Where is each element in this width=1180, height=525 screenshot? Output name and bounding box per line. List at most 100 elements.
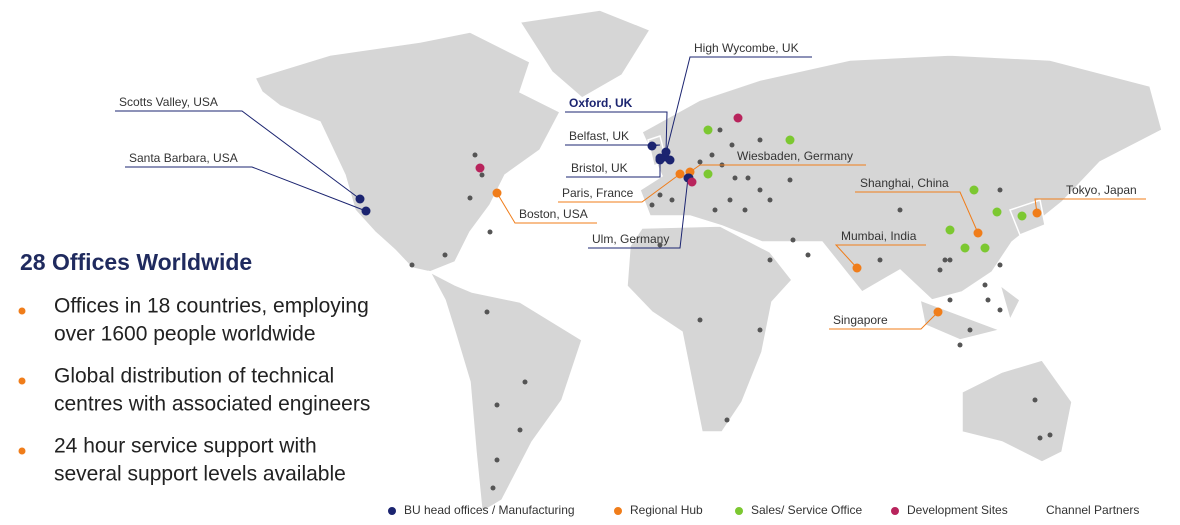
partner-dot bbox=[697, 159, 703, 165]
leader-line bbox=[566, 160, 661, 178]
bullet-text: centres with associated engineers bbox=[54, 393, 370, 416]
office-label: Wiesbaden, Germany bbox=[737, 149, 853, 163]
office-dot bbox=[655, 153, 665, 163]
leader-line bbox=[829, 311, 939, 330]
partner-dot bbox=[947, 257, 953, 263]
partner-dot bbox=[957, 342, 963, 348]
partner-dot bbox=[472, 152, 478, 158]
bullet-dot bbox=[18, 307, 26, 315]
partner-dot bbox=[487, 229, 493, 235]
partner-dot bbox=[877, 257, 883, 263]
office-dot bbox=[960, 243, 970, 253]
bullet-text: over 1600 people worldwide bbox=[54, 323, 316, 346]
bullet-text: several support levels available bbox=[54, 463, 346, 486]
office-label: Singapore bbox=[833, 313, 888, 327]
office-dot bbox=[675, 169, 685, 179]
partner-dot bbox=[729, 142, 735, 148]
office-label: Boston, USA bbox=[519, 207, 588, 221]
leader-line bbox=[558, 173, 681, 203]
partner-dot bbox=[967, 327, 973, 333]
office-dot bbox=[361, 206, 371, 216]
office-dot bbox=[785, 135, 795, 145]
office-dot bbox=[661, 147, 671, 157]
bullet-text: Global distribution of technical bbox=[54, 365, 334, 388]
partner-dot bbox=[490, 485, 496, 491]
office-dot bbox=[355, 194, 365, 204]
office-dot bbox=[992, 207, 1002, 217]
office-dot bbox=[980, 243, 990, 253]
office-label: Scotts Valley, USA bbox=[119, 95, 218, 109]
partner-dot bbox=[985, 297, 991, 303]
partner-dot bbox=[982, 282, 988, 288]
legend-dot bbox=[735, 507, 743, 515]
office-label: Ulm, Germany bbox=[592, 232, 669, 246]
office-dot bbox=[733, 113, 743, 123]
partner-dot bbox=[742, 207, 748, 213]
office-dot bbox=[703, 169, 713, 179]
partner-dot bbox=[669, 197, 675, 203]
office-label: Mumbai, India bbox=[841, 229, 917, 243]
office-dot bbox=[973, 228, 983, 238]
office-label: Tokyo, Japan bbox=[1066, 183, 1137, 197]
bullet-text: 24 hour service support with bbox=[54, 435, 317, 458]
partner-dot bbox=[787, 177, 793, 183]
office-dot bbox=[969, 185, 979, 195]
office-label: High Wycombe, UK bbox=[694, 41, 799, 55]
legend-dot bbox=[388, 507, 396, 515]
partner-dot bbox=[724, 417, 730, 423]
partner-dot bbox=[745, 175, 751, 181]
office-dot bbox=[945, 225, 955, 235]
leader-line bbox=[496, 192, 597, 224]
office-dot bbox=[492, 188, 502, 198]
office-dot bbox=[475, 163, 485, 173]
partner-dot bbox=[937, 267, 943, 273]
office-dot bbox=[703, 125, 713, 135]
leader-line bbox=[115, 110, 361, 200]
bullet-dot bbox=[18, 447, 26, 455]
partner-dot bbox=[442, 252, 448, 258]
partner-dot bbox=[897, 207, 903, 213]
leader-line bbox=[834, 244, 926, 269]
partner-dot bbox=[790, 237, 796, 243]
partner-dot bbox=[1037, 435, 1043, 441]
partner-dot bbox=[709, 152, 715, 158]
partner-dot bbox=[494, 457, 500, 463]
legend-dot bbox=[614, 507, 622, 515]
office-label: Shanghai, China bbox=[860, 176, 949, 190]
partner-dot bbox=[947, 297, 953, 303]
leader-line bbox=[855, 191, 979, 234]
partner-dot bbox=[484, 309, 490, 315]
partner-dot bbox=[997, 262, 1003, 268]
legend-label: Channel Partners bbox=[1046, 503, 1139, 517]
leader-line bbox=[588, 177, 689, 249]
partner-dot bbox=[757, 187, 763, 193]
leader-line bbox=[565, 144, 661, 147]
partner-dot bbox=[805, 252, 811, 258]
partner-dot bbox=[1047, 432, 1053, 438]
partner-dot bbox=[1032, 397, 1038, 403]
partner-dot bbox=[997, 187, 1003, 193]
partner-dot bbox=[657, 242, 663, 248]
legend-label: Sales/ Service Office bbox=[751, 503, 862, 517]
partner-dot bbox=[717, 127, 723, 133]
office-label: Oxford, UK bbox=[569, 96, 633, 110]
partner-dot bbox=[697, 317, 703, 323]
bullet-dot bbox=[18, 377, 26, 385]
partner-dot bbox=[712, 207, 718, 213]
legend-label: BU head offices / Manufacturing bbox=[404, 503, 575, 517]
partner-dot bbox=[757, 327, 763, 333]
world-map bbox=[253, 9, 1163, 514]
partner-dot bbox=[479, 172, 485, 178]
leader-line bbox=[565, 111, 668, 153]
office-label: Santa Barbara, USA bbox=[129, 151, 238, 165]
office-label: Paris, France bbox=[562, 186, 634, 200]
partner-dot bbox=[467, 195, 473, 201]
office-dot bbox=[933, 307, 943, 317]
partner-dot bbox=[522, 379, 528, 385]
office-dot bbox=[647, 141, 657, 151]
leader-line bbox=[125, 166, 367, 212]
partner-dot bbox=[757, 137, 763, 143]
office-dot bbox=[1017, 211, 1027, 221]
partner-dot bbox=[767, 257, 773, 263]
partner-dot bbox=[767, 197, 773, 203]
